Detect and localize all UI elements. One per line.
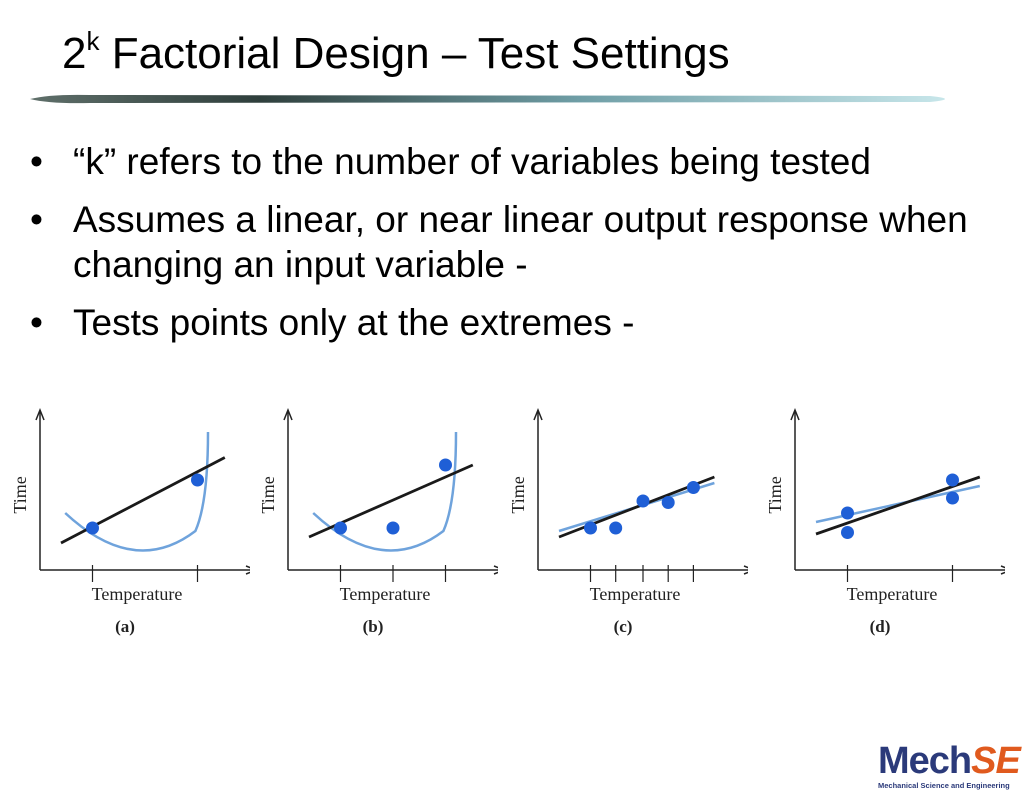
- data-point: [191, 473, 204, 487]
- true-response-curve: [312, 431, 458, 552]
- bullet-item: • Assumes a linear, or near linear output…: [30, 198, 1010, 287]
- chart-panel-d: Time Temperature (d): [765, 400, 1005, 650]
- fit-line-blue: [815, 484, 981, 524]
- chart-svg: Time Temperature (b): [258, 407, 498, 636]
- bullet-text: “k” refers to the number of variables be…: [73, 141, 871, 182]
- x-axis-arrow: [493, 565, 498, 575]
- data-point: [439, 458, 452, 472]
- data-point: [686, 481, 700, 494]
- panel-label: (c): [614, 617, 633, 636]
- title-text: Factorial Design – Test Settings: [99, 29, 730, 78]
- chart-svg: Time Temperature (a): [10, 407, 250, 636]
- panel-label: (d): [870, 617, 891, 636]
- x-axis-arrow: [245, 565, 250, 575]
- y-axis-label: Time: [765, 476, 785, 513]
- x-axis-arrow: [743, 565, 748, 575]
- chart-panel-b: Time Temperature (b): [258, 400, 498, 650]
- data-point: [386, 521, 400, 535]
- chart-panel-c: Time Temperature (c): [508, 400, 748, 650]
- bullet-item: • Tests points only at the extremes -: [30, 301, 1010, 345]
- data-point: [661, 496, 675, 509]
- panel-label: (b): [363, 617, 384, 636]
- data-point: [841, 526, 854, 539]
- x-axis-arrow: [1000, 565, 1005, 575]
- data-point: [86, 521, 99, 535]
- logo-subtitle: Mechanical Science and Engineering: [878, 781, 1010, 790]
- data-point: [841, 506, 854, 520]
- y-axis-arrow: [533, 407, 543, 421]
- x-axis-label: Temperature: [92, 584, 183, 604]
- x-axis-label: Temperature: [847, 584, 938, 604]
- data-point: [946, 491, 959, 505]
- data-point: [636, 494, 650, 508]
- logo-se-text: SE: [971, 740, 1021, 782]
- bullet-list: • “k” refers to the number of variables b…: [30, 140, 1010, 360]
- title-base: 2: [62, 29, 87, 78]
- bullet-marker: •: [30, 141, 43, 182]
- data-point: [609, 521, 623, 535]
- title-superscript: k: [86, 26, 100, 57]
- y-axis-arrow: [283, 407, 293, 421]
- bullet-text: Tests points only at the extremes -: [73, 302, 635, 344]
- data-point: [946, 473, 959, 487]
- panel-label: (a): [115, 617, 135, 636]
- bullet-marker: •: [30, 199, 43, 241]
- y-axis-arrow: [790, 407, 800, 421]
- y-axis-arrow: [35, 407, 45, 421]
- x-axis-label: Temperature: [340, 584, 431, 604]
- x-axis-label: Temperature: [590, 584, 681, 604]
- bullet-marker: •: [30, 302, 43, 344]
- bullet-item: • “k” refers to the number of variables b…: [30, 140, 1010, 184]
- data-point: [334, 521, 347, 535]
- bullet-text: Assumes a linear, or near linear output …: [73, 199, 968, 285]
- chart-svg: Time Temperature (d): [765, 407, 1005, 636]
- logo-mech-text: Mech: [878, 740, 972, 782]
- true-response-curve: [64, 431, 210, 552]
- title-underline: [30, 94, 945, 104]
- data-point: [584, 521, 597, 535]
- chart-panel-a: Time Temperature (a): [10, 400, 250, 650]
- slide-title: 2k Factorial Design – Test Settings: [62, 28, 730, 78]
- y-axis-label: Time: [508, 476, 528, 513]
- y-axis-label: Time: [258, 476, 278, 513]
- mechse-logo: MechSE Mechanical Science and Engineerin…: [874, 742, 1024, 791]
- fit-line-black: [60, 456, 226, 545]
- y-axis-label: Time: [10, 476, 30, 513]
- chart-svg: Time Temperature (c): [508, 407, 748, 636]
